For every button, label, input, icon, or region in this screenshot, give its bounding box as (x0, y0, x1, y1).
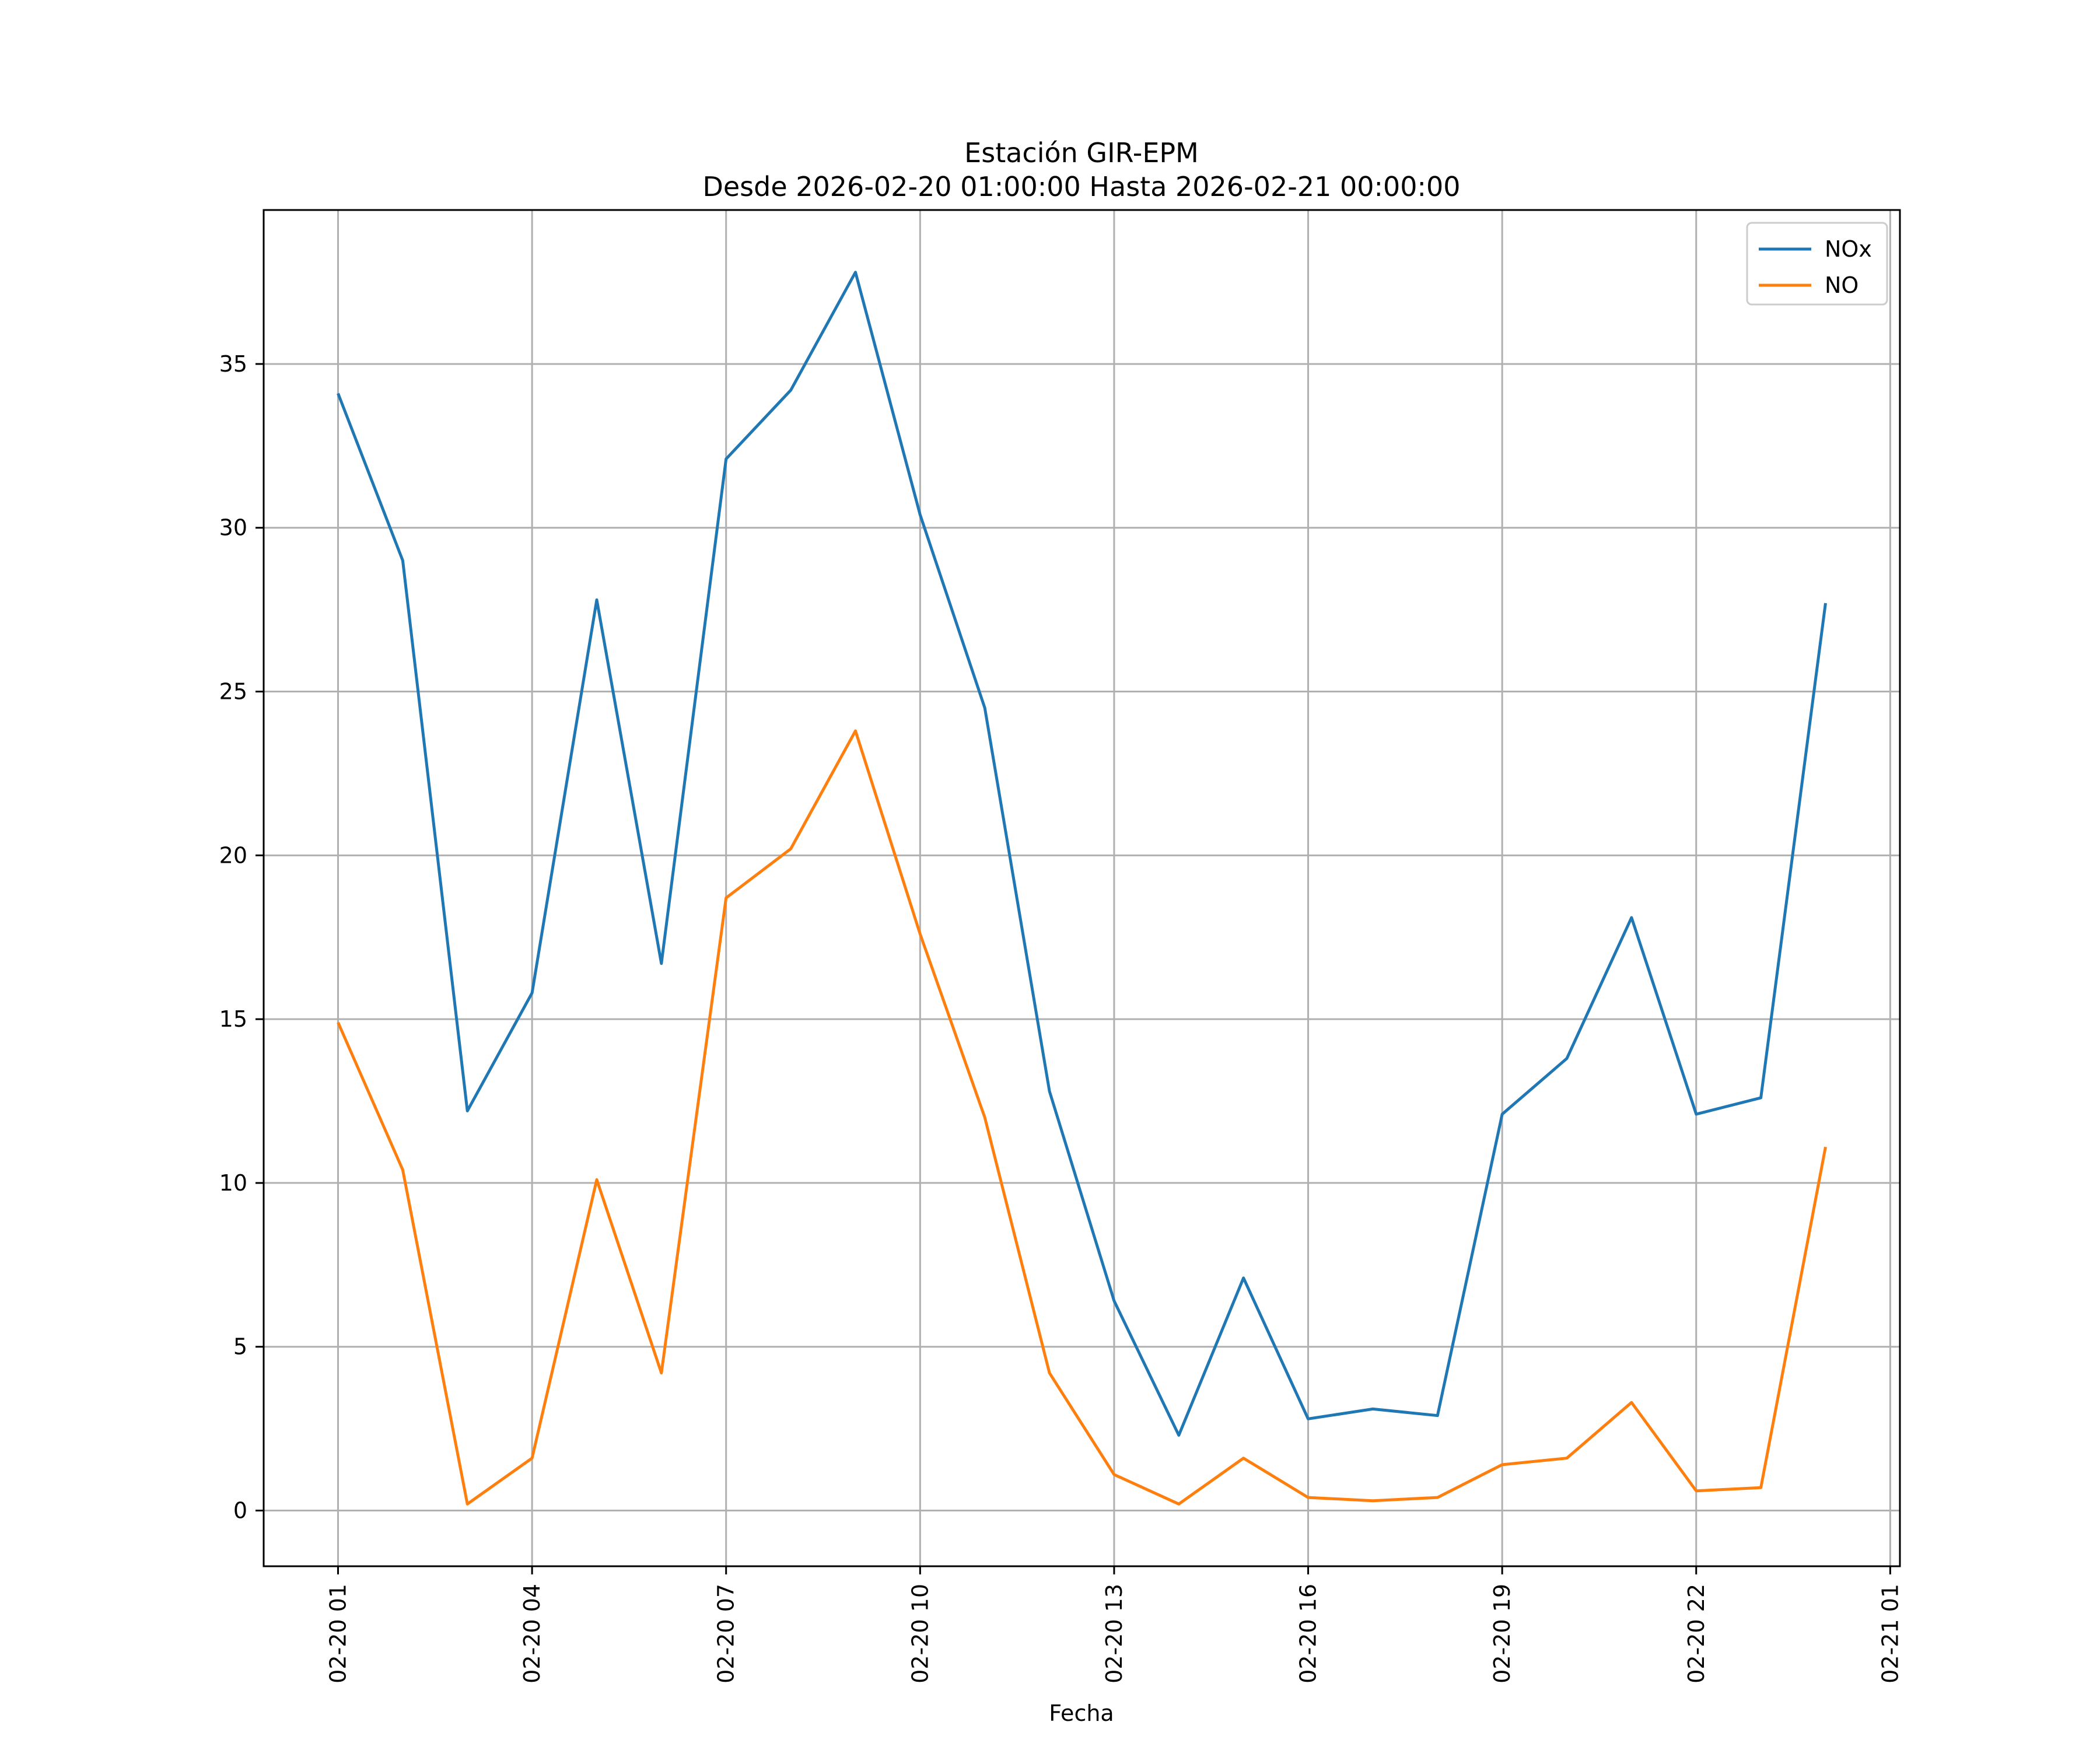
y-tick-label: 35 (219, 351, 247, 377)
x-tick-label: 02-20 22 (1684, 1584, 1709, 1684)
x-tick-label: 02-20 04 (519, 1584, 545, 1684)
chart-subtitle: Desde 2026-02-20 01:00:00 Hasta 2026-02-… (702, 171, 1460, 202)
y-tick-label: 10 (219, 1170, 247, 1196)
x-tick-label: 02-21 01 (1877, 1584, 1903, 1684)
y-tick-label: 5 (233, 1334, 247, 1360)
x-tick-label: 02-20 19 (1489, 1584, 1515, 1684)
chart-title: Estación GIR-EPM (964, 137, 1199, 169)
y-axis: 0 5 10 15 20 25 30 35 (219, 351, 264, 1524)
series-line-nox (337, 271, 1827, 1437)
x-tick-label: 02-20 10 (907, 1584, 933, 1684)
series-lines (337, 271, 1827, 1506)
series-line-no (337, 729, 1827, 1506)
x-tick-label: 02-20 13 (1101, 1584, 1127, 1684)
y-tick-label: 0 (233, 1498, 247, 1524)
x-tick-label: 02-20 16 (1296, 1584, 1321, 1684)
legend-label-nox: NOx (1825, 236, 1872, 262)
legend-box (1746, 222, 1888, 306)
y-tick-label: 25 (219, 679, 247, 705)
plot-frame (262, 209, 1901, 1567)
legend-label-no: NO (1825, 272, 1859, 298)
y-tick-label: 15 (219, 1006, 247, 1032)
x-axis: 02-20 01 02-20 04 02-20 07 02-20 10 02-20 13… (326, 1566, 1903, 1684)
x-tick-label: 02-20 07 (713, 1584, 739, 1684)
grid (264, 210, 1900, 1566)
y-tick-label: 20 (219, 842, 247, 868)
x-axis-label: Fecha (1049, 1700, 1114, 1726)
x-tick-label: 02-20 01 (326, 1584, 351, 1684)
y-tick-label: 30 (219, 515, 247, 541)
legend: NOx NO (1746, 222, 1888, 306)
